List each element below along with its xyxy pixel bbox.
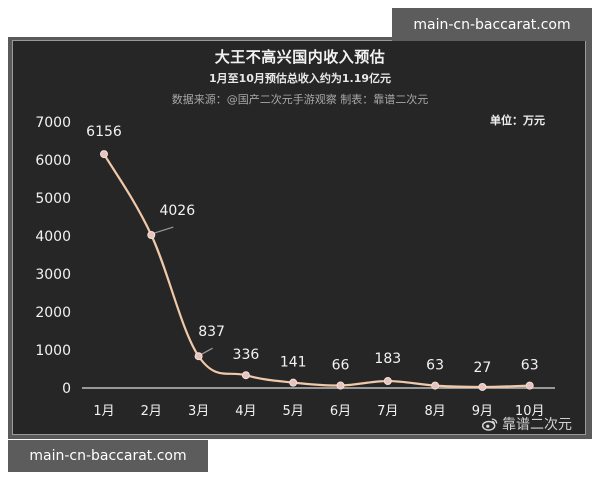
data-point: [478, 382, 487, 391]
data-point: [383, 377, 392, 386]
y-tick-label: 3000: [35, 267, 71, 283]
y-tick-label: 7000: [35, 115, 71, 131]
data-label: 183: [374, 351, 401, 367]
data-label: 6156: [86, 124, 122, 140]
data-label: 4026: [159, 203, 195, 219]
data-point: [431, 381, 440, 390]
chart-title: 大王不高兴国内收入预估: [214, 48, 386, 66]
x-tick-label: 7月: [377, 404, 398, 419]
x-tick-label: 8月: [424, 404, 445, 419]
watermark-bottom: main-cn-baccarat.com: [8, 440, 208, 472]
x-tick-label: 10月: [515, 404, 545, 419]
data-source: 数据来源：@国产二次元手游观察 制表：靠谱二次元: [171, 93, 429, 106]
chart-subtitle: 1月至10月预估总收入约为1.19亿元: [208, 72, 392, 85]
y-tick-label: 1000: [35, 343, 71, 359]
data-label: 336: [233, 347, 260, 363]
chart-panel: [12, 40, 586, 435]
data-labels: 6156 4026 837 336 141 66 183 63 27 63: [86, 124, 538, 376]
data-label: 141: [280, 355, 307, 371]
x-tick-label: 5月: [283, 404, 304, 419]
y-tick-label: 2000: [35, 305, 71, 321]
weibo-credit: 靠谱二次元: [482, 414, 572, 434]
data-point: [525, 381, 534, 390]
data-point: [100, 150, 108, 159]
data-point: [147, 231, 156, 240]
y-tick-label: 6000: [35, 153, 71, 169]
x-tick-label: 1月: [93, 404, 114, 419]
x-tick-label: 2月: [141, 404, 162, 419]
x-tick-label: 3月: [188, 404, 209, 419]
label-leader-lines: [154, 226, 213, 355]
data-label: 63: [426, 358, 444, 374]
watermark-top: main-cn-baccarat.com: [392, 8, 592, 41]
revenue-line: [103, 153, 530, 389]
data-point: [336, 381, 345, 390]
y-axis-ticks: 0 1000 2000 3000 4000 5000 6000 7000: [35, 115, 71, 397]
data-point: [194, 352, 203, 361]
data-label: 66: [332, 357, 350, 373]
x-tick-label: 9月: [472, 404, 493, 419]
x-axis-ticks: 1月 2月 3月 4月 5月 6月 7月 8月 9月 10月: [93, 404, 544, 419]
x-tick-label: 4月: [235, 404, 256, 419]
data-markers: [100, 150, 534, 391]
y-tick-label: 5000: [35, 191, 71, 207]
unit-label: 单位：万元: [490, 114, 545, 127]
y-tick-label: 4000: [35, 229, 71, 245]
weibo-icon: [482, 418, 498, 431]
data-point: [289, 378, 298, 387]
weibo-handle: 靠谱二次元: [502, 417, 572, 433]
data-point: [241, 371, 250, 380]
y-tick-label: 0: [62, 381, 71, 397]
data-label: 837: [198, 324, 225, 340]
x-tick-label: 6月: [330, 404, 351, 419]
data-label: 27: [473, 360, 491, 376]
data-label: 63: [521, 358, 539, 374]
